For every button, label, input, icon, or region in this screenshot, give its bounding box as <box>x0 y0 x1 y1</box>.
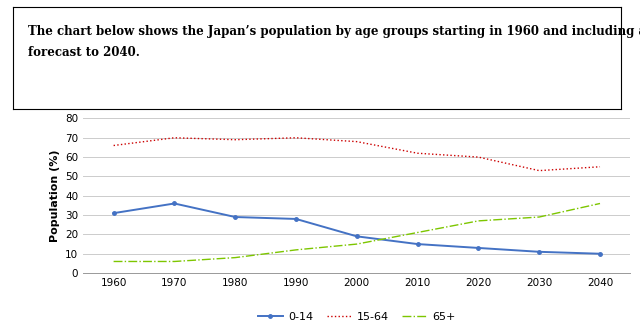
Text: The chart below shows the Japan’s population by age groups starting in 1960 and : The chart below shows the Japan’s popula… <box>28 25 640 59</box>
Legend: 0-14, 15-64, 65+: 0-14, 15-64, 65+ <box>253 307 460 326</box>
Y-axis label: Population (%): Population (%) <box>50 149 60 242</box>
